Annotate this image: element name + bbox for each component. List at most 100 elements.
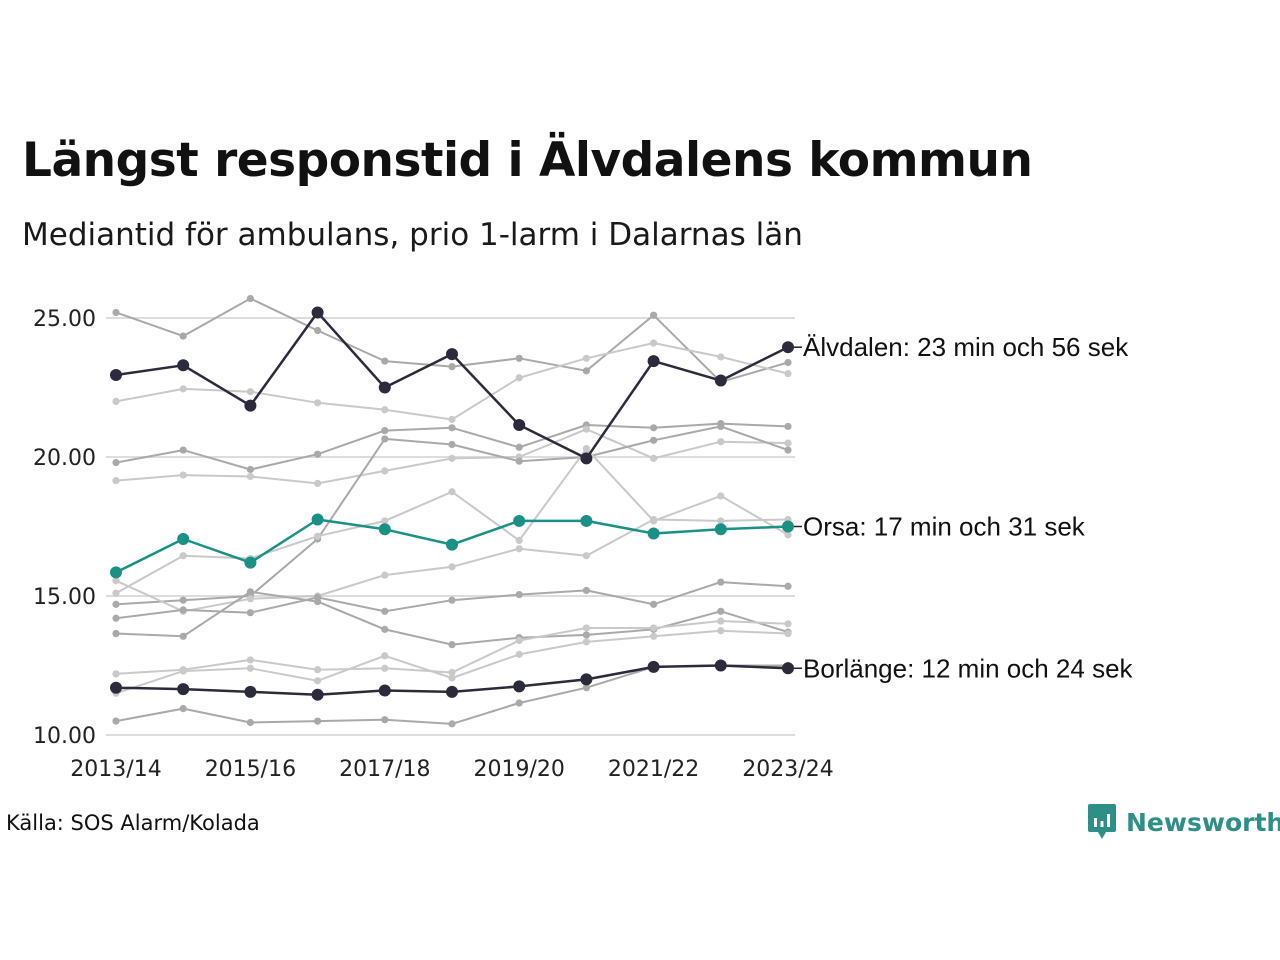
data-point [179, 596, 187, 604]
data-point [179, 632, 187, 640]
data-point [650, 436, 658, 444]
data-point [717, 578, 725, 586]
data-point [378, 381, 391, 394]
series-end-labels: Orsa: 17 min och 31 sek Borlänge: 12 min … [794, 332, 1134, 683]
data-point [515, 650, 523, 658]
data-point [446, 348, 458, 361]
data-point [717, 422, 725, 431]
data-point [112, 577, 120, 585]
y-tick-label: 10.00 [33, 724, 96, 749]
data-point [110, 681, 122, 694]
data-point [582, 445, 591, 453]
newsworthy-logo-icon [1088, 804, 1116, 839]
data-point [784, 422, 792, 431]
data-point [650, 339, 658, 347]
data-point [784, 629, 792, 638]
y-tick-label: 20.00 [33, 446, 96, 471]
data-point [112, 629, 120, 638]
data-point [244, 556, 257, 569]
data-point [179, 704, 187, 713]
data-point [311, 688, 324, 701]
data-point [378, 684, 391, 697]
data-point [448, 668, 456, 677]
data-point [244, 685, 257, 698]
data-point [582, 631, 591, 639]
data-point [314, 450, 322, 458]
data-point [515, 636, 523, 645]
data-point [717, 492, 725, 500]
data-point [246, 388, 254, 396]
data-point [446, 685, 458, 698]
data-point [381, 652, 389, 660]
chart-title: Längst responstid i Älvdalens kommun [22, 133, 1033, 188]
data-point [246, 294, 254, 303]
data-point [448, 641, 456, 649]
data-point [179, 552, 187, 560]
data-point [177, 533, 190, 546]
series-line [115, 311, 789, 460]
data-point [717, 607, 725, 615]
data-point [717, 627, 725, 635]
data-point [650, 454, 658, 462]
data-point [246, 664, 254, 672]
data-point [314, 479, 322, 488]
highlighted-series [110, 306, 794, 701]
data-point [314, 399, 322, 407]
data-point [246, 609, 254, 617]
data-point [784, 620, 792, 628]
data-point [714, 659, 727, 672]
data-point [112, 458, 120, 467]
data-point [244, 399, 257, 412]
data-point [782, 520, 794, 533]
data-point [650, 600, 658, 608]
background-series-line [112, 422, 792, 608]
y-tick-label: 15.00 [33, 585, 96, 610]
data-point [782, 341, 794, 354]
data-point [177, 359, 190, 372]
data-point [246, 588, 254, 596]
data-point [650, 311, 658, 319]
data-point [179, 606, 187, 614]
data-point [515, 536, 523, 545]
data-point [314, 677, 322, 685]
series-orsa [110, 513, 794, 579]
data-point [582, 354, 591, 362]
data-point [381, 406, 389, 414]
data-point [314, 597, 322, 606]
data-point [448, 415, 456, 424]
data-point [246, 465, 254, 474]
x-tick-label: 2023/24 [742, 757, 833, 782]
series-end-label: Älvdalen: 23 min och 56 sek [803, 332, 1129, 362]
background-series-line [112, 627, 792, 697]
data-point [381, 716, 389, 724]
data-point [112, 308, 120, 317]
data-point [446, 538, 458, 551]
series-älvdalen [110, 306, 794, 465]
data-point [647, 355, 660, 368]
data-point [448, 424, 456, 432]
x-tick-label: 2021/22 [608, 757, 699, 782]
data-point [179, 667, 187, 675]
data-point [784, 370, 792, 378]
x-tick-label: 2015/16 [205, 757, 296, 782]
data-point [582, 425, 591, 433]
x-tick-label: 2019/20 [473, 757, 564, 782]
data-point [378, 523, 391, 536]
data-point [448, 674, 456, 682]
data-point [515, 354, 523, 362]
data-point [714, 374, 727, 387]
data-point [112, 614, 120, 622]
y-axis-ticks: 10.00 15.00 20.00 25.00 [33, 307, 96, 749]
data-point [582, 586, 591, 595]
data-point [650, 424, 658, 432]
x-tick-label: 2017/18 [339, 757, 430, 782]
data-point [246, 718, 254, 727]
data-point [515, 591, 523, 599]
background-series-line [112, 515, 792, 615]
data-point [246, 472, 254, 481]
data-point [448, 596, 456, 604]
data-point [714, 523, 727, 536]
data-point [448, 454, 456, 462]
brand-logo: Newsworthy [1088, 804, 1280, 840]
